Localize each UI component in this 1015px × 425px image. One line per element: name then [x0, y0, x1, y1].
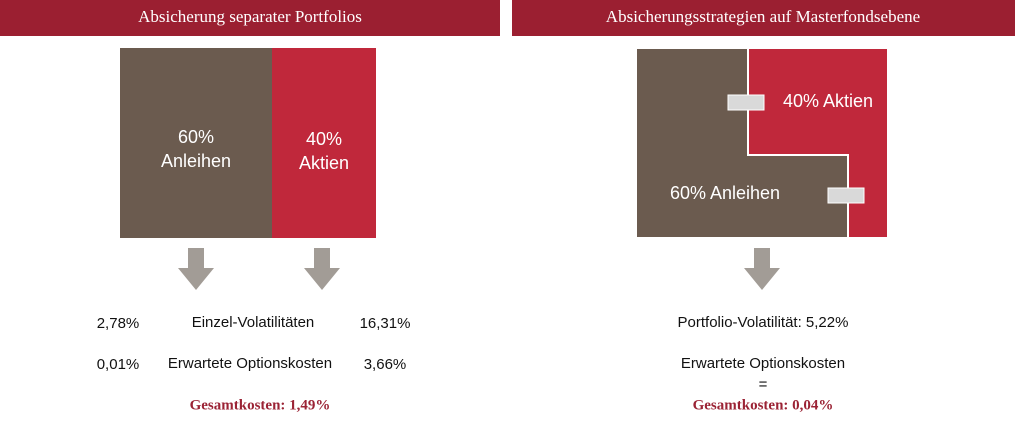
arrow [744, 248, 780, 290]
volatility: Portfolio-Volatilität: 5,22% [678, 314, 849, 331]
row-label: Erwartete Optionskosten [168, 355, 332, 372]
hedge-marker [727, 94, 765, 111]
block-label: 60% Anleihen [670, 183, 780, 203]
value: 0,01% [97, 356, 140, 373]
arrow [178, 248, 214, 290]
block-label: 40% [306, 129, 342, 149]
row-label: Erwartete Optionskosten [681, 355, 845, 372]
header-bar [512, 0, 1015, 36]
header-title: Absicherung separater Portfolios [138, 7, 362, 26]
bond-block [120, 48, 272, 238]
block-label: Aktien [299, 153, 349, 173]
block-label: 60% [178, 127, 214, 147]
total: Gesamtkosten: 1,49% [190, 397, 331, 413]
total: Gesamtkosten: 0,04% [693, 397, 834, 413]
value: 2,78% [97, 315, 140, 332]
row-label: Einzel-Volatilitäten [192, 314, 315, 331]
block-label: Anleihen [161, 151, 231, 171]
header-bar [0, 0, 500, 36]
equals: = [759, 376, 768, 393]
equity-block [272, 48, 376, 238]
block-label: 40% Aktien [783, 91, 873, 111]
arrow [304, 248, 340, 290]
hedge-marker [827, 187, 865, 204]
value: 3,66% [364, 356, 407, 373]
header-title: Absicherungsstrategien auf Masterfondseb… [606, 7, 920, 26]
value: 16,31% [360, 315, 411, 332]
